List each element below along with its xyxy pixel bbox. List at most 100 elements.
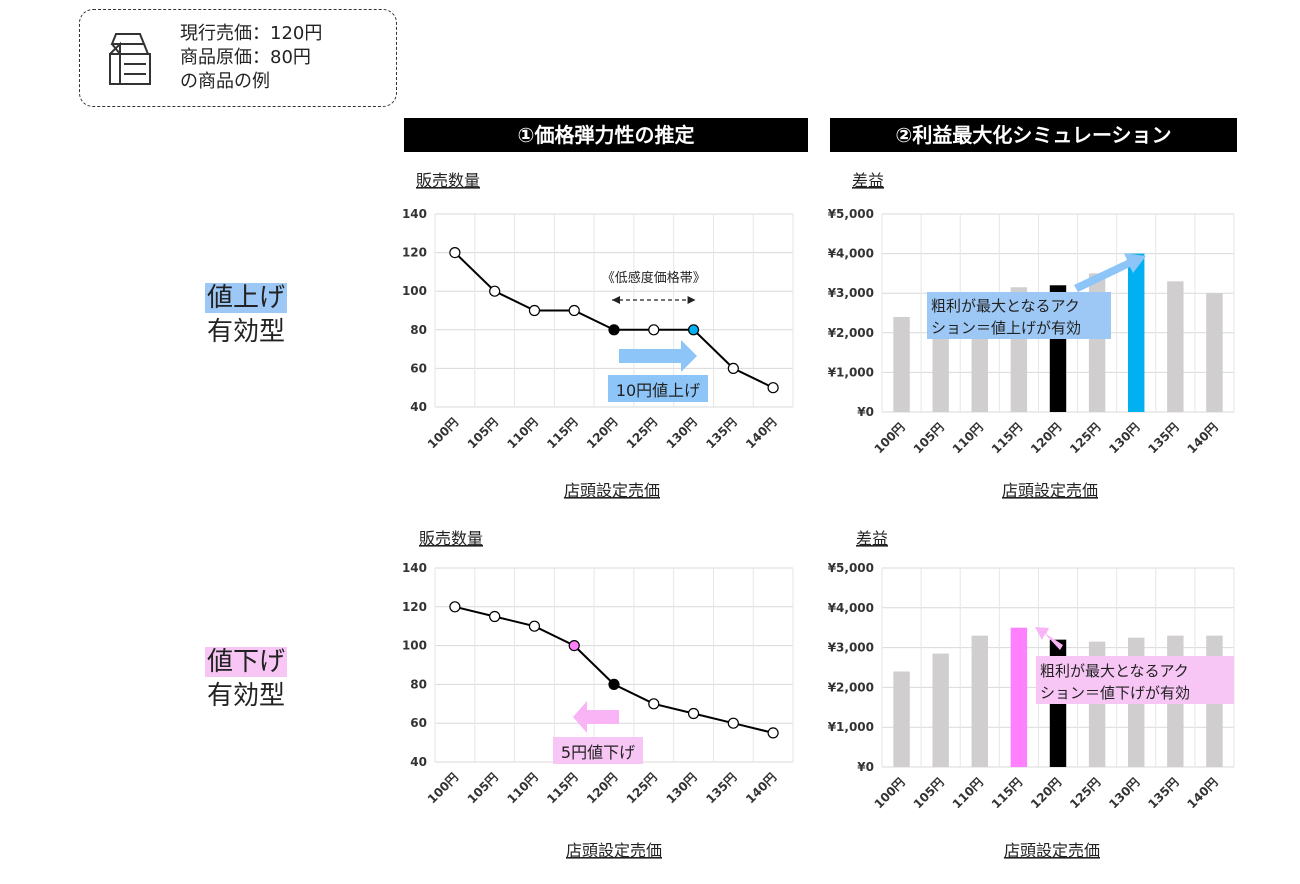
callout-bg	[927, 292, 1111, 339]
x-tick-label: 115円	[989, 775, 1025, 811]
y-tick-label: 100	[402, 284, 427, 298]
milk-carton-icon	[109, 33, 151, 85]
y-tick-label: ¥2,000	[828, 326, 874, 340]
chart-title: 販売数量	[416, 171, 480, 190]
x-tick-label: 135円	[1145, 420, 1181, 456]
data-point	[449, 247, 461, 259]
data-point	[648, 324, 660, 336]
price-up-label: 値上げ	[205, 283, 288, 313]
x-tick-label: 120円	[1028, 420, 1064, 456]
bar	[1128, 253, 1145, 412]
y-tick-label: 60	[410, 716, 427, 730]
price-down-arrow	[573, 701, 619, 733]
price-up-arrow-label: 10円値上げ	[616, 381, 700, 400]
price-down-label: 値下げ	[205, 647, 288, 677]
price-up-arrow	[619, 340, 697, 372]
data-point	[608, 324, 620, 336]
x-tick-label: 110円	[950, 420, 986, 456]
callout-arrow	[1074, 253, 1146, 292]
x-tick-label: 110円	[950, 775, 986, 811]
y-tick-label: ¥3,000	[828, 641, 874, 655]
y-tick-label: 100	[402, 639, 427, 653]
data-point	[767, 727, 779, 739]
x-axis-label: 店頭設定売価	[1002, 481, 1098, 500]
x-tick-label: 100円	[872, 775, 908, 811]
bar	[932, 653, 949, 767]
data-point	[608, 678, 620, 691]
x-tick-label: 105円	[465, 770, 501, 806]
price-down-type: 有効型	[207, 681, 286, 711]
x-axis-label: 店頭設定売価	[1004, 841, 1100, 860]
y-tick-label: 60	[410, 361, 427, 375]
data-point	[489, 285, 501, 297]
x-tick-label: 130円	[1106, 420, 1142, 456]
x-tick-label: 130円	[1106, 775, 1142, 811]
x-tick-label: 120円	[1028, 775, 1064, 811]
x-tick-label: 110円	[504, 415, 540, 451]
x-tick-label: 140円	[1184, 420, 1220, 456]
callout-arrow	[1035, 627, 1063, 650]
x-tick-label: 120円	[584, 415, 620, 451]
data-point	[528, 304, 541, 317]
bar	[1167, 281, 1184, 412]
price-down-arrow-label: 5円値下げ	[561, 743, 635, 762]
x-tick-label: 135円	[703, 770, 739, 806]
y-tick-label: 80	[410, 323, 427, 337]
callout-bg	[1036, 656, 1234, 704]
callout-line-2: ション＝値上げが有効	[931, 319, 1081, 337]
y-tick-label: ¥5,000	[828, 561, 874, 575]
bar	[971, 332, 988, 412]
y-tick-label: ¥1,000	[828, 720, 874, 734]
x-tick-label: 135円	[1145, 775, 1181, 811]
data-point	[687, 324, 700, 336]
product-info-text: 現行売価：120円 商品原価：80円 の商品の例	[180, 22, 322, 94]
x-tick-label: 125円	[624, 770, 660, 806]
x-tick-label: 105円	[465, 415, 501, 451]
y-tick-label: 40	[410, 400, 427, 414]
row-label-price-down: 値下げ 有効型	[205, 645, 288, 713]
bar	[932, 332, 949, 412]
cost-price-line: 商品原価：80円	[180, 47, 311, 68]
y-tick-label: ¥0	[857, 760, 874, 774]
x-tick-label: 100円	[425, 770, 461, 806]
callout-line-1: 粗利が最大となるアク	[1040, 662, 1189, 680]
x-tick-label: 110円	[504, 770, 540, 806]
y-tick-label: ¥4,000	[828, 247, 874, 261]
y-tick-label: 120	[402, 600, 427, 614]
data-point	[687, 707, 700, 720]
x-tick-label: 140円	[743, 415, 779, 451]
low-sensitivity-annotation: 《低感度価格帯》	[602, 270, 706, 286]
y-tick-label: ¥3,000	[828, 286, 874, 300]
y-tick-label: 120	[402, 246, 427, 260]
row-label-price-up: 値上げ 有効型	[205, 281, 288, 349]
data-point	[767, 382, 779, 394]
data-point	[528, 620, 541, 632]
bar	[893, 671, 910, 767]
data-point	[568, 304, 580, 317]
data-point	[648, 698, 660, 710]
x-tick-label: 115円	[989, 420, 1025, 456]
x-tick-label: 130円	[664, 415, 700, 451]
data-point	[489, 610, 501, 623]
price-down-label-bg	[553, 737, 643, 764]
bar	[1010, 627, 1028, 767]
data-point	[568, 639, 580, 652]
x-axis-label: 店頭設定売価	[564, 481, 660, 500]
y-tick-label: 140	[402, 207, 427, 221]
x-tick-label: 115円	[544, 415, 580, 451]
x-tick-label: 140円	[1184, 775, 1220, 811]
x-tick-label: 105円	[911, 775, 947, 811]
data-point	[727, 362, 739, 374]
x-tick-label: 115円	[544, 770, 580, 806]
bar	[893, 316, 910, 412]
bar	[971, 635, 988, 767]
x-tick-label: 105円	[911, 420, 947, 456]
x-tick-label: 120円	[584, 770, 620, 806]
chart-title: 差益	[852, 171, 884, 190]
x-tick-label: 130円	[664, 770, 700, 806]
x-tick-label: 125円	[624, 415, 660, 451]
example-line: の商品の例	[180, 71, 270, 92]
x-tick-label: 100円	[872, 420, 908, 456]
y-tick-label: ¥5,000	[828, 207, 874, 221]
